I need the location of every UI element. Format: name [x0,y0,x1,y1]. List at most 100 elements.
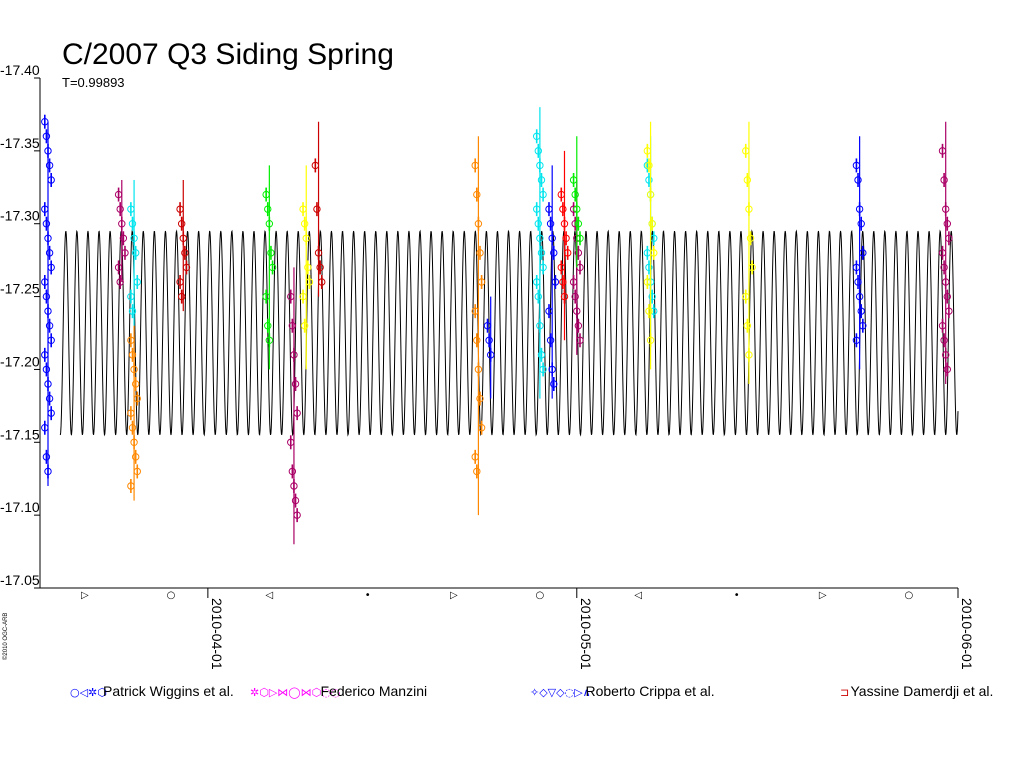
legend-symbols: ⊐ [840,686,849,699]
observation-point [131,249,140,257]
observation-point [473,467,481,476]
observation-point [573,307,581,315]
observation-series [176,180,191,312]
observation-point [287,292,295,301]
observation-series [287,267,301,545]
moon-phase-marker: ▷ [819,590,827,601]
observation-point [648,220,656,228]
observation-point [474,220,483,228]
axes [39,78,958,589]
observation-point [569,176,578,184]
observation-point [316,263,324,272]
observation-point [938,147,947,155]
observation-point [41,278,49,286]
observation-point [176,278,184,286]
observation-point [539,365,547,374]
observation-point [44,467,52,476]
observation-series [483,296,495,399]
observation-point [265,336,274,344]
y-tick-label: -17.25 [0,281,40,297]
y-tick-label: -17.35 [0,135,40,151]
observation-point [293,409,301,417]
observation-series [569,136,584,268]
legend-entry: ✧◇▽◇◌▷∧Roberto Crippa et al. [530,683,715,699]
observation-point [47,409,55,417]
observation-point [476,394,484,403]
x-tick-label: 2010-06-01 [959,598,975,670]
observation-point [44,234,52,242]
moon-phase-marker: ▷ [450,590,458,601]
observation-point [557,190,565,199]
observation-point [128,351,137,359]
legend: ○◁✲⬡Patrick Wiggins et al. ✲⬡▷⋈◯⋈⬡◌◌Feder… [70,683,993,699]
observation-point [473,190,481,199]
observation-point [128,220,137,228]
observation-point [573,205,581,213]
moon-phase-marker: • [734,590,740,601]
observation-point [643,278,652,286]
observation-point [42,365,51,374]
observation-point [262,292,270,301]
y-tick-label: -17.30 [0,208,40,224]
observation-point [116,205,124,213]
observation-point [559,205,567,213]
observation-point [536,322,544,330]
observation-point [45,161,54,170]
chart-title: C/2007 Q3 Siding Spring [62,38,394,71]
observation-point [47,263,55,272]
y-tick-label: -17.10 [0,499,40,515]
observation-point [551,278,560,286]
observation-point [41,205,49,213]
moon-phase-marker: ▷ [81,590,89,601]
observation-point [291,380,300,388]
observation-series [41,114,55,486]
chart-subtitle: T=0.99893 [62,75,125,90]
observation-point [483,322,492,330]
observation-point [299,292,307,301]
observation-point [264,322,272,330]
observation-point [127,336,135,344]
observation-point [262,190,270,199]
observation-point [133,278,141,286]
observation-point [938,322,947,330]
observation-point [471,453,479,461]
x-tick-label: 2010-05-01 [578,598,594,670]
plot-area [41,107,959,545]
observation-point [305,278,314,286]
observation-point [41,424,49,432]
observation-point [645,176,653,184]
observation-point [532,278,541,286]
observation-point [537,351,546,359]
observation-point [304,263,312,272]
observation-point [942,278,950,286]
observation-point [643,147,652,155]
observation-point [302,234,310,242]
observation-point [42,453,51,461]
legend-symbols: ✧◇▽◇◌▷∧ [530,686,591,699]
legend-entry: ✲⬡▷⋈◯⋈⬡◌◌Federico Manzini [250,683,427,699]
observation-series [299,165,314,370]
observation-point [537,176,546,184]
moon-phase-marker: ○ [904,590,913,601]
observation-point [650,249,658,257]
observation-point [576,336,584,344]
observation-point [569,278,578,286]
observation-point [133,394,141,403]
observation-point [47,176,55,184]
observation-point [560,220,569,228]
observation-point [746,234,755,242]
observation-point [314,249,323,257]
observation-point [854,176,862,184]
observation-point [44,147,52,155]
observation-point [291,496,300,505]
observation-point [299,205,307,213]
observation-point [645,161,653,170]
observation-point [943,365,952,374]
observation-point [536,234,544,242]
observation-point [534,147,542,155]
observation-point [41,118,49,126]
observation-point [177,292,186,301]
observation-point [311,161,320,170]
observation-point [176,205,184,213]
observation-point [477,278,486,286]
